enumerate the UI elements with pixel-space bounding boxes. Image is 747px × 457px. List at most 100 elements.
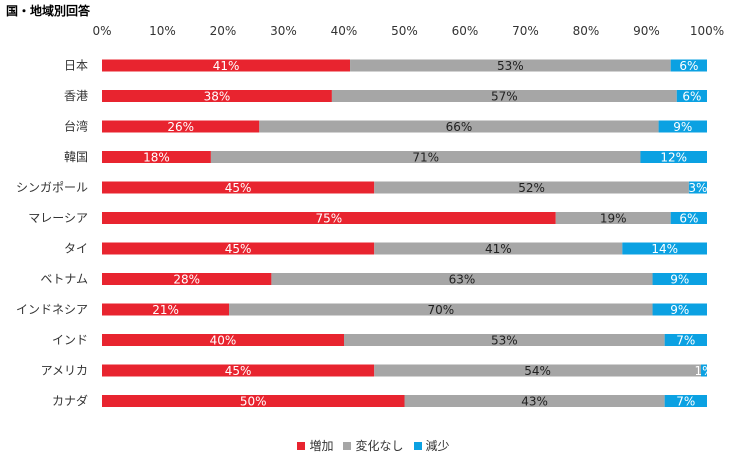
category-label: 香港 xyxy=(64,89,88,103)
category-label: インド xyxy=(52,333,88,347)
bar-segment xyxy=(652,273,707,285)
chart-legend: 増加 変化なし 減少 xyxy=(0,437,747,454)
bar-segment xyxy=(652,303,707,316)
x-tick-label: 100% xyxy=(690,24,724,38)
bar-segment xyxy=(350,59,671,72)
legend-item: 変化なし xyxy=(343,437,404,454)
data-label: 54% xyxy=(524,364,551,378)
bar-segment xyxy=(271,273,653,285)
bar-segment xyxy=(658,120,707,133)
bar-segment xyxy=(102,303,230,316)
category-label: 日本 xyxy=(64,59,88,73)
data-label: 26% xyxy=(167,120,194,134)
bar-segment xyxy=(210,151,641,163)
x-tick-label: 90% xyxy=(633,24,660,38)
data-label: 7% xyxy=(676,334,695,348)
bar-segment xyxy=(670,212,707,224)
data-label: 18% xyxy=(143,151,170,165)
legend-swatch xyxy=(297,442,306,450)
bar-segment xyxy=(259,120,659,133)
x-tick-label: 60% xyxy=(452,24,479,38)
bar-segment xyxy=(102,364,375,377)
data-label: 19% xyxy=(600,212,627,226)
data-label: 9% xyxy=(670,303,689,317)
legend-item: 減少 xyxy=(413,437,450,454)
data-label: 66% xyxy=(446,120,473,134)
bar-segment xyxy=(688,181,707,194)
bar-segment xyxy=(102,59,351,72)
data-label: 7% xyxy=(676,395,695,409)
legend-item: 増加 xyxy=(297,437,333,454)
bar-segment xyxy=(374,181,689,194)
data-label: 9% xyxy=(670,273,689,287)
bar-segment xyxy=(555,212,671,224)
x-tick-label: 40% xyxy=(331,24,358,38)
x-tick-label: 0% xyxy=(92,24,111,38)
data-label: 14% xyxy=(651,242,678,256)
category-label: ベトナム xyxy=(40,272,88,286)
data-label: 52% xyxy=(518,181,545,195)
category-label: アメリカ xyxy=(41,364,88,378)
data-label: 38% xyxy=(204,90,231,104)
data-label: 75% xyxy=(316,212,343,226)
bar-segment xyxy=(102,242,375,255)
bar-segment xyxy=(102,395,405,407)
x-tick-label: 80% xyxy=(573,24,600,38)
bar-segment xyxy=(664,395,707,407)
bar-segment xyxy=(102,181,375,194)
bar-segment xyxy=(622,242,707,255)
data-label: 71% xyxy=(412,151,439,165)
bar-segment xyxy=(229,303,653,316)
data-label: 40% xyxy=(210,334,237,348)
bar-segment xyxy=(102,334,344,346)
data-label: 63% xyxy=(449,273,476,287)
data-label: 43% xyxy=(521,395,548,409)
bar-segment xyxy=(102,273,272,285)
data-label: 3% xyxy=(688,181,707,195)
x-tick-label: 70% xyxy=(512,24,539,38)
x-tick-label: 30% xyxy=(270,24,297,38)
category-label: 台湾 xyxy=(64,119,88,134)
data-label: 6% xyxy=(679,212,698,226)
bar-segment xyxy=(700,364,707,377)
data-label: 45% xyxy=(225,364,252,378)
legend-swatch xyxy=(343,442,352,450)
category-label: シンガポール xyxy=(16,181,88,195)
data-label: 45% xyxy=(225,181,252,195)
legend-label: 減少 xyxy=(425,439,450,453)
x-tick-label: 20% xyxy=(210,24,237,38)
bar-segment xyxy=(640,151,707,163)
legend-swatch xyxy=(413,442,422,450)
data-label: 50% xyxy=(240,395,267,409)
bar-segment xyxy=(676,90,707,102)
bar-segment xyxy=(670,59,707,72)
data-label: 41% xyxy=(213,59,240,73)
data-label: 21% xyxy=(152,303,179,317)
bar-segment xyxy=(102,212,556,224)
bar-segment xyxy=(404,395,665,407)
data-label: 45% xyxy=(225,242,252,256)
data-label: 9% xyxy=(673,120,692,134)
legend-label: 増加 xyxy=(309,439,334,453)
bar-segment xyxy=(374,242,623,255)
bar-segment xyxy=(102,90,332,102)
data-label: 53% xyxy=(497,59,524,73)
category-label: タイ xyxy=(64,242,88,256)
bar-segment xyxy=(344,334,665,346)
data-label: 1% xyxy=(694,364,713,378)
x-tick-label: 10% xyxy=(149,24,176,38)
category-label: マレーシア xyxy=(28,211,88,225)
data-label: 53% xyxy=(491,334,518,348)
data-label: 28% xyxy=(173,273,200,287)
bar-segment xyxy=(331,90,677,102)
x-tick-label: 50% xyxy=(391,24,418,38)
category-label: インドネシア xyxy=(16,303,88,317)
data-label: 6% xyxy=(679,59,698,73)
category-label: 韓国 xyxy=(64,150,88,164)
chart-title: 国・地域別回答 xyxy=(6,4,91,18)
bar-segment xyxy=(664,334,707,346)
bar-segment xyxy=(102,120,260,133)
stacked-bar-chart: 0% 10% 20% 30% 40% 50% 60% 70% 80% 90% 100% 日本 41% 53… xyxy=(16,24,724,409)
bar-segment xyxy=(374,364,701,377)
data-label: 6% xyxy=(682,90,701,104)
